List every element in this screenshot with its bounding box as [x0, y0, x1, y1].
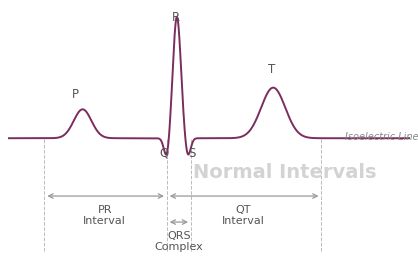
Text: S: S	[188, 147, 196, 160]
Text: Normal Intervals: Normal Intervals	[194, 163, 377, 182]
Text: PR
Interval: PR Interval	[83, 205, 126, 226]
Text: T: T	[268, 63, 275, 76]
Text: QRS
Complex: QRS Complex	[155, 231, 203, 252]
Text: Q: Q	[159, 147, 169, 160]
Text: R: R	[172, 11, 180, 24]
Text: P: P	[72, 88, 79, 101]
Text: Isoelectric Line: Isoelectric Line	[345, 132, 418, 142]
Text: QT
Interval: QT Interval	[222, 205, 265, 226]
